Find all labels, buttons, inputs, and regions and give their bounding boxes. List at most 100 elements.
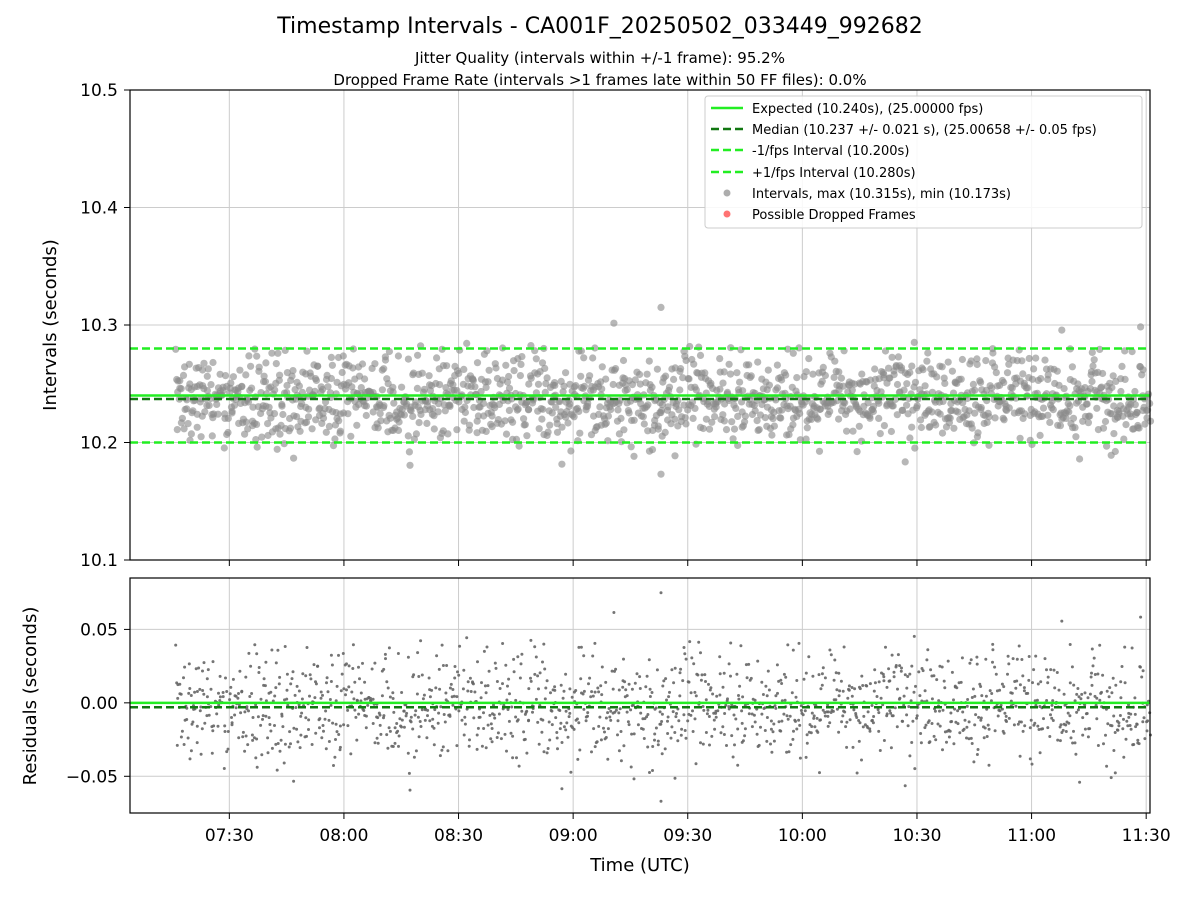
- interval-point: [255, 363, 263, 371]
- residual-point: [980, 694, 984, 698]
- residual-point: [857, 739, 861, 743]
- residual-point: [409, 720, 413, 724]
- residual-point: [828, 721, 832, 725]
- interval-point: [782, 371, 790, 379]
- residual-point: [1061, 728, 1065, 732]
- residual-point: [370, 667, 374, 671]
- residual-point: [250, 692, 254, 695]
- residual-point: [480, 744, 484, 748]
- interval-point: [377, 417, 385, 425]
- residual-point: [1067, 721, 1071, 725]
- interval-point: [1128, 348, 1136, 356]
- residual-point: [1090, 671, 1093, 675]
- residual-point: [318, 717, 322, 721]
- interval-point: [803, 424, 811, 432]
- residual-point: [923, 689, 927, 693]
- residual-point: [1018, 754, 1022, 758]
- interval-point: [339, 352, 347, 360]
- interval-point: [469, 376, 477, 384]
- interval-point: [923, 357, 931, 365]
- interval-point: [203, 387, 211, 395]
- residual-point: [268, 723, 272, 726]
- residual-point: [288, 730, 292, 734]
- residual-point: [426, 714, 429, 718]
- residual-point: [1112, 714, 1116, 718]
- residual-point: [834, 698, 838, 702]
- residual-point: [1066, 711, 1070, 715]
- residual-point: [683, 652, 687, 656]
- residual-point: [1088, 692, 1092, 696]
- interval-point: [965, 407, 973, 415]
- interval-point: [973, 355, 981, 363]
- residual-point: [1000, 682, 1004, 686]
- interval-point: [253, 443, 261, 451]
- interval-point: [443, 362, 451, 370]
- residual-point: [777, 679, 781, 683]
- residual-point: [1028, 726, 1032, 730]
- residual-point: [542, 750, 546, 754]
- residual-point: [604, 716, 608, 720]
- residual-point: [251, 716, 255, 719]
- residual-point: [779, 678, 783, 682]
- interval-point: [482, 383, 490, 391]
- residual-point: [482, 727, 486, 730]
- residual-point: [792, 729, 795, 733]
- residual-point: [715, 694, 719, 698]
- residual-point: [332, 764, 335, 767]
- residual-point: [400, 725, 403, 729]
- interval-point: [880, 371, 888, 379]
- residual-point: [1072, 729, 1075, 733]
- residual-point: [244, 734, 248, 738]
- residual-point: [512, 670, 516, 674]
- residual-point: [257, 666, 261, 669]
- interval-point: [841, 399, 849, 407]
- interval-point: [989, 349, 997, 357]
- residual-point: [738, 684, 742, 688]
- residual-point: [690, 656, 694, 660]
- residual-point: [549, 691, 552, 695]
- residual-point: [1050, 703, 1054, 707]
- residual-point: [541, 660, 544, 664]
- residual-point: [572, 727, 576, 731]
- interval-point: [548, 398, 556, 406]
- interval-point: [720, 417, 729, 425]
- interval-point: [183, 405, 191, 413]
- residual-point: [706, 708, 710, 712]
- residual-point: [299, 714, 303, 718]
- residual-point: [696, 673, 700, 677]
- residual-point: [468, 738, 471, 742]
- interval-point: [671, 452, 679, 460]
- interval-point: [1028, 375, 1037, 383]
- residual-point: [757, 743, 761, 747]
- residual-point: [1100, 690, 1103, 694]
- residual-point: [1120, 665, 1124, 668]
- residual-point: [237, 692, 240, 695]
- interval-point: [187, 430, 195, 438]
- residual-point: [684, 736, 688, 740]
- residual-point: [1057, 688, 1061, 692]
- interval-point: [558, 460, 566, 468]
- residual-point: [639, 711, 643, 715]
- interval-point: [179, 371, 188, 379]
- interval-point: [193, 423, 201, 431]
- interval-point: [213, 400, 221, 408]
- interval-point: [420, 385, 428, 393]
- residual-point: [812, 716, 816, 720]
- residual-point: [1072, 683, 1076, 687]
- residual-point: [750, 725, 754, 729]
- interval-point: [338, 368, 346, 377]
- residual-point: [760, 712, 764, 716]
- residual-point: [689, 691, 693, 695]
- residual-point: [478, 715, 482, 719]
- residual-point: [919, 741, 923, 745]
- residual-point: [312, 663, 316, 667]
- interval-point: [657, 470, 665, 478]
- residual-point: [1083, 727, 1087, 731]
- residual-point: [921, 669, 925, 673]
- interval-point: [636, 380, 644, 388]
- residual-point: [378, 713, 382, 717]
- residual-point: [200, 727, 204, 731]
- residual-point: [903, 673, 907, 677]
- residual-point: [873, 668, 877, 672]
- residual-point: [441, 664, 445, 667]
